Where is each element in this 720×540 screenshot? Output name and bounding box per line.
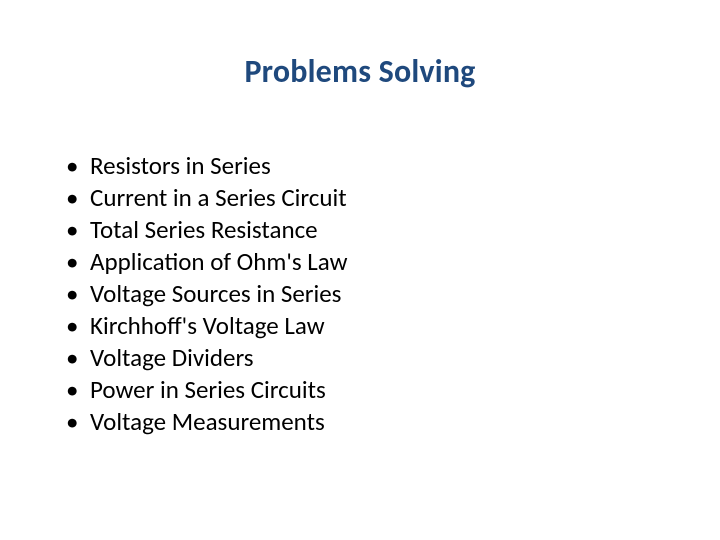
- list-item: Total Series Resistance: [62, 214, 347, 246]
- bullet-list: Resistors in Series Current in a Series …: [62, 150, 347, 438]
- list-item: Current in a Series Circuit: [62, 182, 347, 214]
- list-item: Kirchhoff's Voltage Law: [62, 310, 347, 342]
- slide: Problems Solving Resistors in Series Cur…: [0, 0, 720, 540]
- list-item: Voltage Dividers: [62, 342, 347, 374]
- list-item: Voltage Sources in Series: [62, 278, 347, 310]
- list-item: Power in Series Circuits: [62, 374, 347, 406]
- slide-title: Problems Solving: [0, 52, 720, 91]
- slide-body: Resistors in Series Current in a Series …: [62, 150, 347, 438]
- list-item: Voltage Measurements: [62, 406, 347, 438]
- list-item: Resistors in Series: [62, 150, 347, 182]
- list-item: Application of Ohm's Law: [62, 246, 347, 278]
